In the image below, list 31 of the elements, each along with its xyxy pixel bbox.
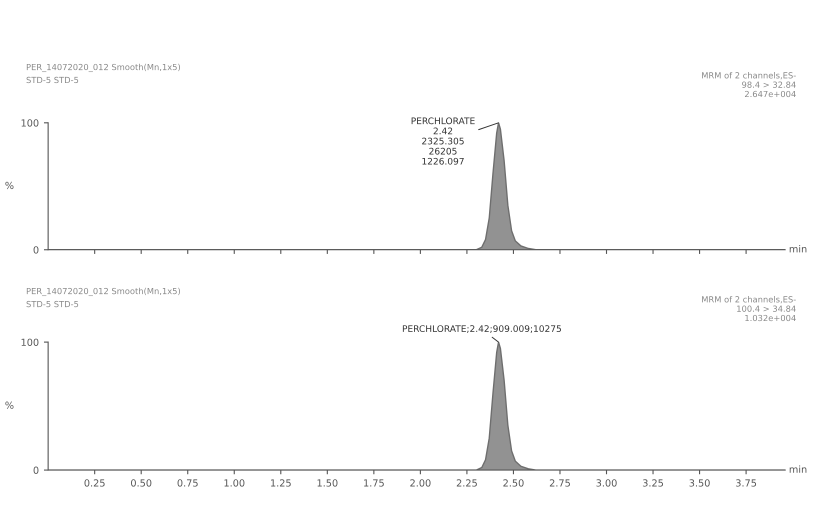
chart-subtitle: STD-5 STD-5: [26, 76, 78, 84]
chart-title: PER_14072020_012 Smooth(Mn,1x5): [26, 288, 180, 296]
x-tick-label: 1.75: [364, 479, 384, 487]
y-tick-label: 100: [22, 119, 38, 127]
x-tick-label: 1.25: [271, 479, 291, 487]
x-tick-label: 3.25: [642, 479, 664, 487]
x-tick-label: 2.50: [503, 479, 524, 487]
x-tick-label: 2.00: [410, 479, 431, 487]
annotation: PERCHLORATE 2.42 2325.305 26205 1226.097: [412, 117, 475, 165]
x-tick-label: 0.25: [84, 479, 105, 487]
x-tick-label: 3.00: [596, 479, 617, 487]
x-tick-label: 3.50: [689, 479, 710, 487]
chart-title: PER_14072020_012 Smooth(Mn,1x5): [26, 64, 180, 72]
x-tick-label: 3.75: [736, 479, 756, 487]
text: MRM of 2 channels,ES- 98.4 > 32.84 2.647e+004: [702, 72, 796, 98]
x-axis-title: min: [790, 245, 806, 252]
y-axis-title: %: [5, 402, 14, 409]
x-tick-label: 0.50: [131, 479, 152, 487]
chart-subtitle: STD-5 STD-5: [26, 300, 78, 308]
y-tick-label: 0: [34, 246, 38, 254]
y-tick-label: 0: [34, 466, 38, 474]
x-axis-title: min: [790, 465, 806, 473]
y-axis-title: %: [5, 182, 14, 190]
text: MRM of 2 channels,ES- 100.4 > 34.84 1.032e+004: [702, 296, 796, 322]
y-tick-label: 100: [22, 338, 38, 346]
x-tick-label: 1.00: [224, 479, 244, 487]
annotation: PERCHLORATE;2.42;909.009;10275: [402, 325, 561, 333]
x-tick-label: 2.25: [456, 479, 477, 487]
x-tick-label: 0.75: [178, 479, 198, 487]
x-tick-label: 2.75: [550, 479, 570, 487]
x-tick-label: 1.50: [318, 479, 338, 487]
